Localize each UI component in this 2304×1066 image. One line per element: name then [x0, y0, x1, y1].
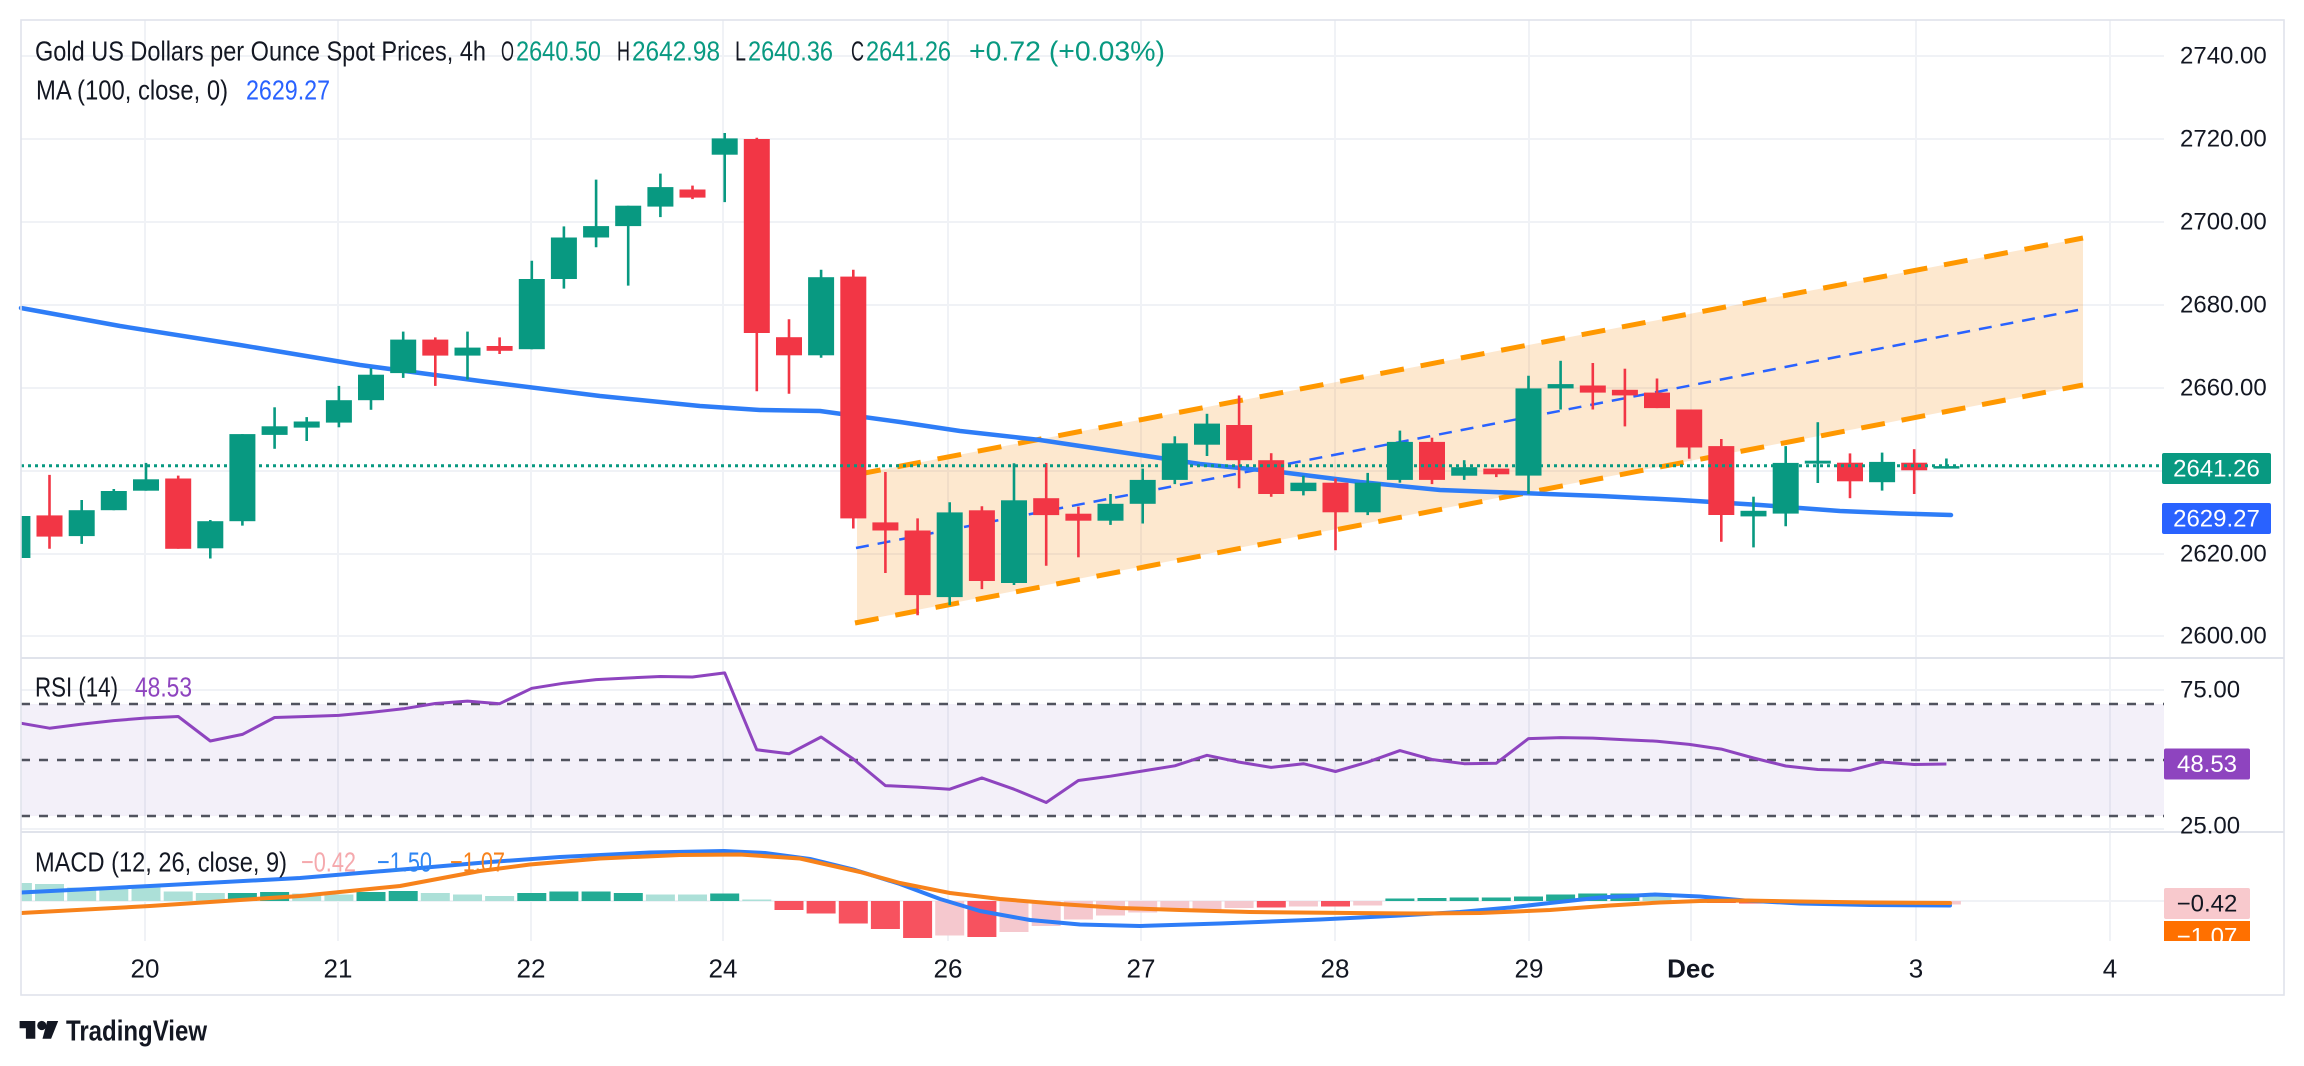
- svg-text:−1.07: −1.07: [450, 847, 505, 878]
- svg-text:MACD (12, 26, close, 9): MACD (12, 26, close, 9): [35, 847, 287, 878]
- svg-text:24: 24: [709, 954, 738, 984]
- svg-text:4: 4: [2103, 954, 2117, 984]
- svg-text:Dec: Dec: [1667, 954, 1715, 984]
- svg-text:2660.00: 2660.00: [2180, 375, 2267, 402]
- svg-text:21: 21: [324, 954, 353, 984]
- svg-text:22: 22: [517, 954, 546, 984]
- svg-text:2641.26: 2641.26: [866, 36, 951, 67]
- svg-text:2700.00: 2700.00: [2180, 209, 2267, 236]
- svg-text:48.53: 48.53: [135, 672, 192, 703]
- svg-text:+0.72 (+0.03%): +0.72 (+0.03%): [969, 36, 1165, 67]
- svg-text:28: 28: [1321, 954, 1350, 984]
- svg-text:2641.26: 2641.26: [2173, 456, 2260, 483]
- svg-text:H: H: [617, 36, 630, 67]
- svg-text:20: 20: [131, 954, 160, 984]
- svg-text:−1.50: −1.50: [377, 847, 432, 878]
- svg-text:2680.00: 2680.00: [2180, 292, 2267, 319]
- svg-text:C: C: [851, 36, 864, 67]
- svg-text:2629.27: 2629.27: [246, 75, 330, 106]
- svg-text:2600.00: 2600.00: [2180, 623, 2267, 650]
- svg-text:TradingView: TradingView: [66, 1016, 207, 1048]
- svg-text:3: 3: [1909, 954, 1923, 984]
- svg-text:RSI (14): RSI (14): [35, 672, 118, 703]
- svg-text:2740.00: 2740.00: [2180, 43, 2267, 70]
- svg-text:27: 27: [1127, 954, 1156, 984]
- svg-text:MA (100, close, 0): MA (100, close, 0): [36, 75, 228, 106]
- svg-text:−0.42: −0.42: [301, 847, 356, 878]
- svg-text:O: O: [501, 36, 514, 67]
- svg-text:48.53: 48.53: [2177, 751, 2237, 778]
- svg-text:2629.27: 2629.27: [2173, 506, 2260, 533]
- svg-text:2640.50: 2640.50: [516, 36, 601, 67]
- svg-text:2642.98: 2642.98: [632, 36, 720, 67]
- svg-text:75.00: 75.00: [2180, 677, 2240, 704]
- svg-text:−0.42: −0.42: [2177, 891, 2238, 918]
- svg-text:2640.36: 2640.36: [748, 36, 833, 67]
- svg-text:L: L: [735, 36, 746, 67]
- svg-text:2720.00: 2720.00: [2180, 126, 2267, 153]
- svg-text:26: 26: [934, 954, 963, 984]
- svg-text:−1.07: −1.07: [2177, 924, 2238, 951]
- svg-text:29: 29: [1515, 954, 1544, 984]
- svg-text:2620.00: 2620.00: [2180, 541, 2267, 568]
- svg-text:25.00: 25.00: [2180, 813, 2240, 840]
- svg-text:Gold US Dollars per Ounce Spot: Gold US Dollars per Ounce Spot Prices, 4…: [35, 36, 486, 67]
